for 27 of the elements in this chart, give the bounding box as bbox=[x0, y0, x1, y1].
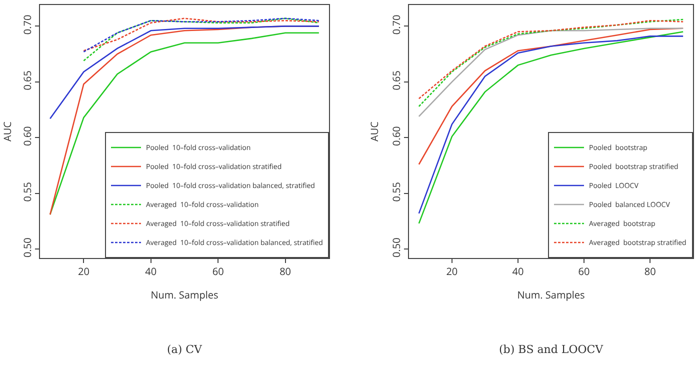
line-series bbox=[418, 28, 684, 118]
x-tick-label: 20 bbox=[446, 264, 458, 278]
y-tick-label: 0.50 bbox=[20, 237, 34, 258]
y-tick-label: 0.65 bbox=[20, 70, 34, 90]
text: (b) BS and LOOCV bbox=[499, 343, 604, 356]
line-series bbox=[83, 18, 320, 62]
x-tick-label: 60 bbox=[578, 264, 590, 278]
y-tick-label: 0.50 bbox=[389, 237, 403, 258]
line-series bbox=[49, 26, 320, 120]
y-tick-label: 0.70 bbox=[389, 14, 403, 35]
y-tick-label: 0.65 bbox=[389, 70, 403, 90]
x-tick-label: 40 bbox=[512, 264, 524, 278]
text: (a) CV bbox=[167, 343, 204, 356]
x-tick-label: 80 bbox=[280, 264, 292, 278]
y-axis-title: AUC bbox=[0, 122, 14, 142]
x-tick-label: 60 bbox=[212, 264, 224, 278]
y-axis-title: AUC bbox=[367, 122, 381, 142]
y-tick-label: 0.60 bbox=[389, 126, 403, 146]
y-tick-label: 0.55 bbox=[389, 182, 403, 202]
x-tick-label: 20 bbox=[78, 264, 90, 278]
y-tick-label: 0.55 bbox=[20, 182, 34, 202]
y-tick-label: 0.60 bbox=[20, 126, 34, 146]
x-tick-label: 40 bbox=[145, 264, 157, 278]
x-axis-title: Num. Samples bbox=[517, 288, 585, 302]
x-axis-title: Num. Samples bbox=[150, 288, 218, 302]
x-tick-label: 80 bbox=[644, 264, 656, 278]
y-tick-label: 0.70 bbox=[20, 14, 34, 35]
